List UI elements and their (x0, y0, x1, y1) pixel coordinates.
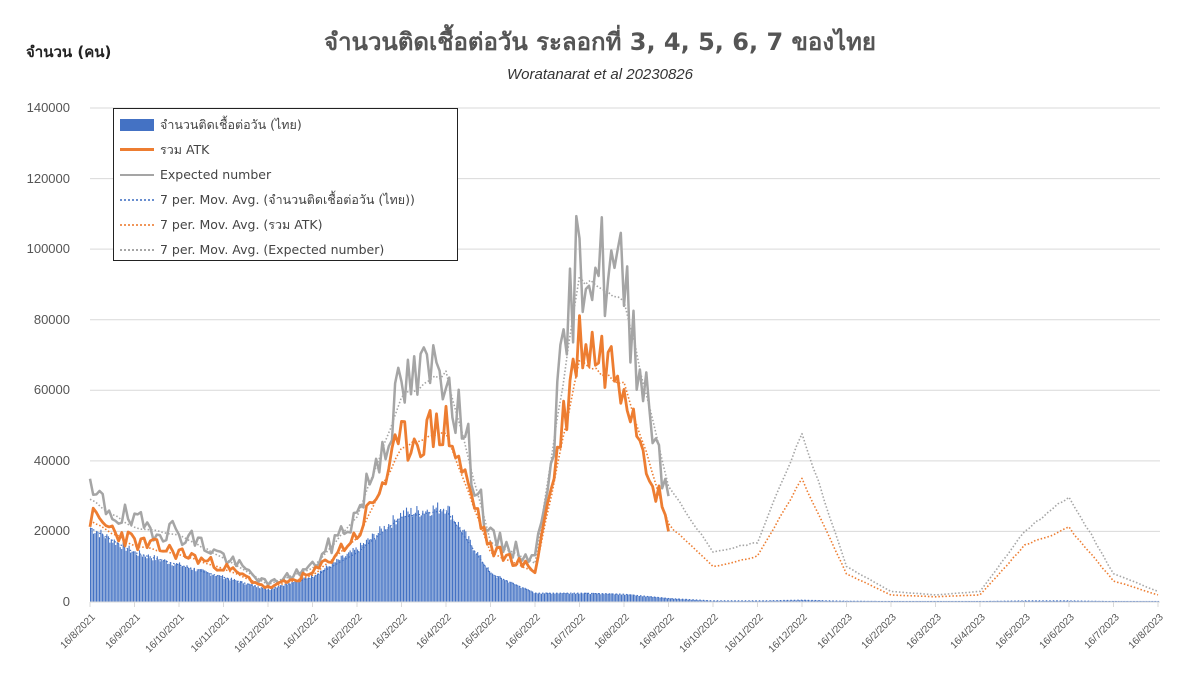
gray-line-swatch-icon (120, 173, 154, 176)
legend-label: Expected number (160, 167, 272, 182)
gray-dotted-swatch-icon (120, 248, 154, 251)
orange-dotted-swatch-icon (120, 223, 154, 226)
legend-label: 7 per. Mov. Avg. (รวม ATK) (160, 216, 323, 232)
legend: จำนวนติดเชื้อต่อวัน (ไทย) รวม ATK Expect… (113, 108, 458, 261)
orange-line-swatch-icon (120, 148, 154, 151)
chart-title: จำนวนติดเชื้อต่อวัน ระลอกที่ 3, 4, 5, 6,… (324, 28, 876, 56)
y-axis-label: จำนวน (คน) (26, 43, 112, 61)
legend-label: 7 per. Mov. Avg. (Expected number) (160, 242, 385, 257)
bar-swatch-icon (120, 118, 154, 131)
legend-item-ma-expected: 7 per. Mov. Avg. (Expected number) (120, 237, 451, 262)
x-axis (89, 601, 1160, 607)
legend-item-daily-cases: จำนวนติดเชื้อต่อวัน (ไทย) (120, 112, 451, 137)
y-tick: 0 (62, 594, 70, 609)
y-tick: 40000 (33, 453, 70, 468)
y-tick: 120000 (26, 171, 70, 186)
legend-item-atk: รวม ATK (120, 137, 451, 162)
legend-item-ma-atk: 7 per. Mov. Avg. (รวม ATK) (120, 212, 451, 237)
legend-label: รวม ATK (160, 141, 210, 157)
y-tick: 20000 (33, 523, 70, 538)
legend-item-expected: Expected number (120, 162, 451, 187)
daily-cases-bars (90, 502, 1159, 602)
chart-subtitle: Woratanarat et al 20230826 (507, 66, 693, 83)
y-tick: 140000 (26, 100, 70, 115)
y-tick: 80000 (33, 312, 70, 327)
legend-label: 7 per. Mov. Avg. (จำนวนติดเชื้อต่อวัน (ไ… (160, 191, 415, 207)
y-tick: 100000 (26, 241, 70, 256)
blue-dotted-swatch-icon (120, 198, 154, 201)
legend-label: จำนวนติดเชื้อต่อวัน (ไทย) (160, 116, 302, 132)
legend-item-ma-daily: 7 per. Mov. Avg. (จำนวนติดเชื้อต่อวัน (ไ… (120, 187, 451, 212)
y-tick: 60000 (33, 382, 70, 397)
series-lines (88, 214, 1159, 603)
